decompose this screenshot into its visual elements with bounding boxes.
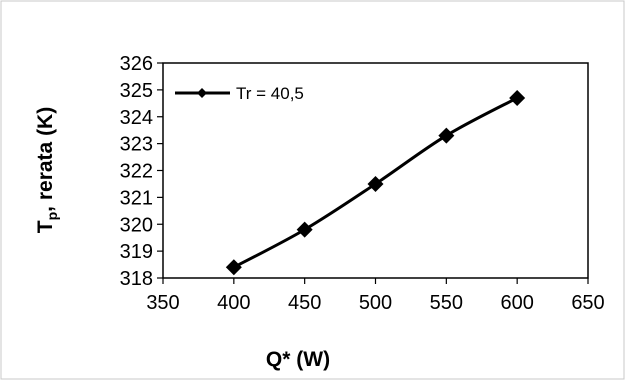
y-axis-title-main: T xyxy=(34,220,57,233)
y-tick-label: 322 xyxy=(120,161,153,183)
legend-label: Tr = 40,5 xyxy=(236,84,304,103)
y-tick-label: 323 xyxy=(120,134,153,156)
y-axis-title-subscript: p xyxy=(44,212,60,221)
series-layer xyxy=(225,89,526,276)
data-point xyxy=(225,259,242,276)
y-tick-label: 321 xyxy=(120,187,153,209)
y-axis: 318 319 320 321 322 323 324 325 326 xyxy=(120,53,163,290)
y-tick-label: 325 xyxy=(120,80,153,102)
data-point xyxy=(296,221,313,238)
y-tick-label: 318 xyxy=(120,268,153,290)
y-axis-title: Tp, rerata (K) xyxy=(34,107,60,233)
x-axis: 350 400 450 500 550 600 650 xyxy=(146,278,605,314)
x-tick-label: 400 xyxy=(217,292,250,314)
x-tick-label: 650 xyxy=(571,292,604,314)
x-tick-label: 450 xyxy=(288,292,321,314)
x-tick-label: 350 xyxy=(146,292,179,314)
x-tick-label: 550 xyxy=(430,292,463,314)
data-point xyxy=(367,175,384,192)
x-axis-title: Q* (W) xyxy=(266,348,330,371)
x-tick-label: 600 xyxy=(500,292,533,314)
y-tick-label: 319 xyxy=(120,241,153,263)
y-tick-label: 326 xyxy=(120,53,153,75)
y-axis-title-rest: , rerata (K) xyxy=(34,107,57,212)
data-point xyxy=(438,127,455,144)
legend: Tr = 40,5 xyxy=(175,84,304,103)
y-tick-label: 320 xyxy=(120,214,153,236)
x-tick-label: 500 xyxy=(359,292,392,314)
y-tick-label: 324 xyxy=(120,107,153,129)
data-point xyxy=(509,89,526,106)
legend-marker xyxy=(197,88,207,98)
